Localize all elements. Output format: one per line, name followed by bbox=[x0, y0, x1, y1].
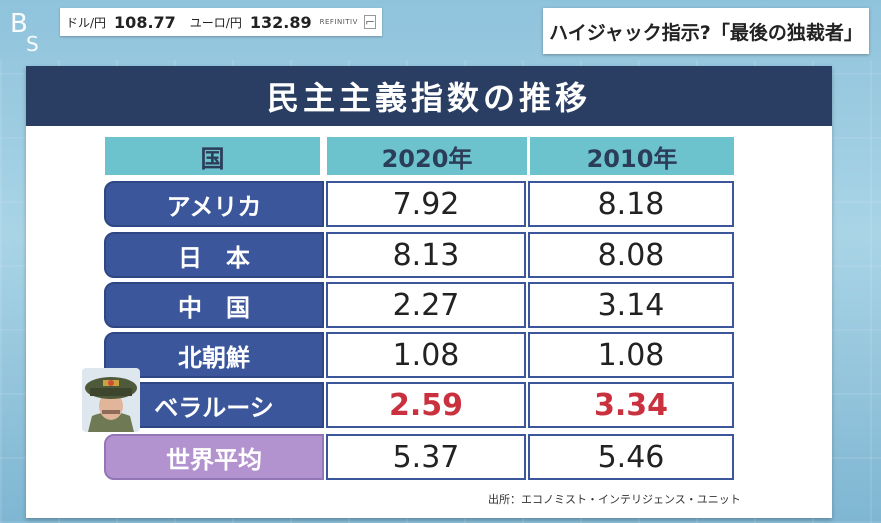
row-label-japan: 日 本 bbox=[104, 232, 324, 278]
header-country: 国 bbox=[105, 137, 320, 175]
row-label-china: 中 国 bbox=[104, 282, 324, 328]
header-2010: 2010年 bbox=[530, 137, 734, 175]
headline-caption: ハイジャック指示?「最後の独裁者」 bbox=[543, 8, 869, 54]
cell-usa-2020: 7.92 bbox=[326, 181, 526, 227]
refinitiv-icon: ⌐ bbox=[363, 15, 376, 29]
cell-china-2020: 2.27 bbox=[326, 282, 526, 328]
eur-value: 132.89 bbox=[249, 12, 312, 32]
row-label-world-average: 世界平均 bbox=[104, 434, 324, 480]
row-label-belarus: ベラルーシ bbox=[104, 382, 324, 428]
cell-china-2010: 3.14 bbox=[528, 282, 734, 328]
cell-usa-2010: 8.18 bbox=[528, 181, 734, 227]
currency-ticker: ドル/円 108.77 ユーロ/円 132.89 REFINITIV ⌐ bbox=[60, 8, 382, 36]
eur-label: ユーロ/円 bbox=[189, 15, 242, 30]
ticker-source: REFINITIV bbox=[319, 18, 358, 26]
row-label-usa: アメリカ bbox=[104, 181, 324, 227]
source-note: 出所：エコノミスト・インテリジェンス・ユニット bbox=[488, 493, 741, 506]
cell-north-korea-2020: 1.08 bbox=[326, 332, 526, 378]
cell-world-average-2020: 5.37 bbox=[326, 434, 526, 480]
cell-belarus-2020: 2.59 bbox=[326, 382, 526, 428]
cell-japan-2020: 8.13 bbox=[326, 232, 526, 278]
usd-label: ドル/円 bbox=[66, 15, 107, 30]
header-2020: 2020年 bbox=[327, 137, 527, 175]
cell-north-korea-2010: 1.08 bbox=[528, 332, 734, 378]
portrait-icon bbox=[82, 368, 140, 432]
cell-belarus-2010: 3.34 bbox=[528, 382, 734, 428]
board-title: 民主主義指数の推移 bbox=[26, 66, 832, 126]
row-label-north-korea: 北朝鮮 bbox=[104, 332, 324, 378]
cell-world-average-2010: 5.46 bbox=[528, 434, 734, 480]
cell-japan-2010: 8.08 bbox=[528, 232, 734, 278]
usd-value: 108.77 bbox=[114, 12, 176, 32]
